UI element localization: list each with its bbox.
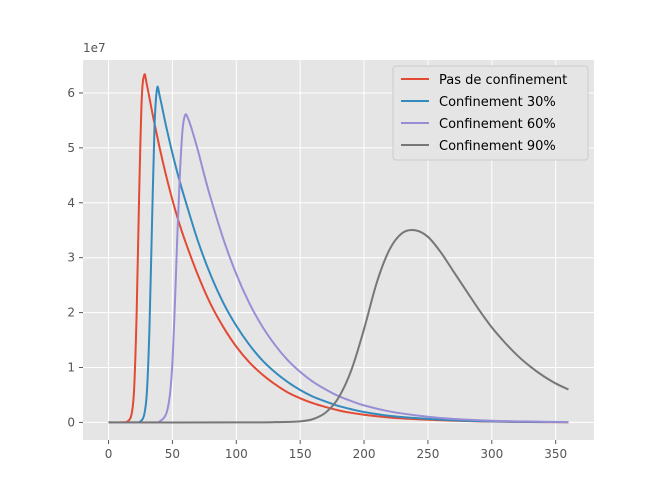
- legend-entry: Confinement 90%: [439, 139, 556, 154]
- y-tick-label: 6: [67, 86, 75, 100]
- series-line-4: [108, 228, 569, 424]
- y-tick-label: 5: [67, 141, 75, 155]
- x-tick-label: 250: [416, 447, 439, 461]
- series-line-2: [108, 85, 569, 424]
- x-tick-label: 0: [105, 447, 113, 461]
- series-layer: [108, 73, 569, 424]
- y-multiplier-label: 1e7: [83, 41, 106, 55]
- x-tick-label: 150: [289, 447, 312, 461]
- x-axis: 0 50 100 150 200 250 300 350: [105, 440, 567, 461]
- y-axis: 0 1 2 3 4 5 6: [67, 86, 83, 429]
- y-tick-label: 3: [67, 251, 75, 265]
- x-tick-label: 300: [480, 447, 503, 461]
- x-tick-label: 350: [544, 447, 567, 461]
- x-tick-label: 100: [225, 447, 248, 461]
- y-tick-label: 4: [67, 196, 75, 210]
- series-line-3: [108, 113, 569, 424]
- legend-entry: Pas de confinement: [439, 73, 567, 88]
- x-tick-label: 50: [165, 447, 180, 461]
- x-tick-label: 200: [353, 447, 376, 461]
- legend-entry: Confinement 30%: [439, 95, 556, 110]
- y-tick-label: 2: [67, 306, 75, 320]
- legend: Pas de confinement Confinement 30% Confine…: [392, 65, 589, 161]
- y-tick-label: 0: [67, 415, 75, 429]
- y-tick-label: 1: [67, 361, 75, 375]
- series-line-1: [108, 73, 569, 424]
- legend-box: [392, 65, 589, 161]
- legend-entry: Confinement 60%: [439, 117, 556, 132]
